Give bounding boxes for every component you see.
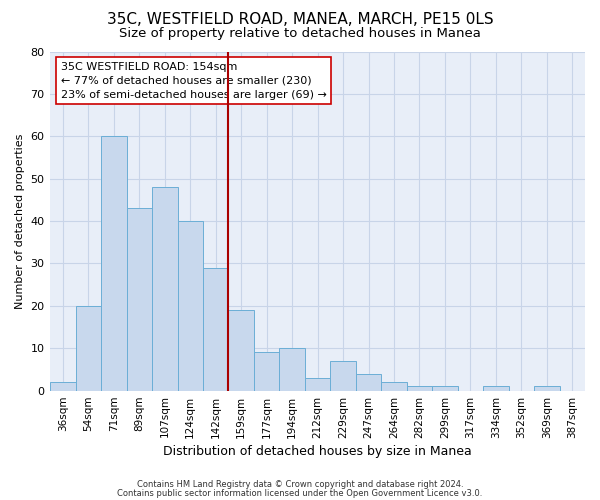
Bar	[254, 352, 280, 391]
Bar	[76, 306, 101, 390]
Bar	[305, 378, 331, 390]
Bar	[203, 268, 229, 390]
Bar	[50, 382, 76, 390]
Bar	[101, 136, 127, 390]
Bar	[178, 221, 203, 390]
Bar	[432, 386, 458, 390]
Bar	[381, 382, 407, 390]
Text: 35C WESTFIELD ROAD: 154sqm
← 77% of detached houses are smaller (230)
23% of sem: 35C WESTFIELD ROAD: 154sqm ← 77% of deta…	[61, 62, 327, 100]
Bar	[280, 348, 305, 391]
Bar	[127, 208, 152, 390]
Text: Contains public sector information licensed under the Open Government Licence v3: Contains public sector information licen…	[118, 488, 482, 498]
Text: Contains HM Land Registry data © Crown copyright and database right 2024.: Contains HM Land Registry data © Crown c…	[137, 480, 463, 489]
Bar	[483, 386, 509, 390]
X-axis label: Distribution of detached houses by size in Manea: Distribution of detached houses by size …	[163, 444, 472, 458]
Bar	[331, 361, 356, 390]
Bar	[229, 310, 254, 390]
Bar	[407, 386, 432, 390]
Bar	[152, 187, 178, 390]
Bar	[534, 386, 560, 390]
Text: Size of property relative to detached houses in Manea: Size of property relative to detached ho…	[119, 28, 481, 40]
Text: 35C, WESTFIELD ROAD, MANEA, MARCH, PE15 0LS: 35C, WESTFIELD ROAD, MANEA, MARCH, PE15 …	[107, 12, 493, 28]
Bar	[356, 374, 381, 390]
Y-axis label: Number of detached properties: Number of detached properties	[15, 134, 25, 308]
